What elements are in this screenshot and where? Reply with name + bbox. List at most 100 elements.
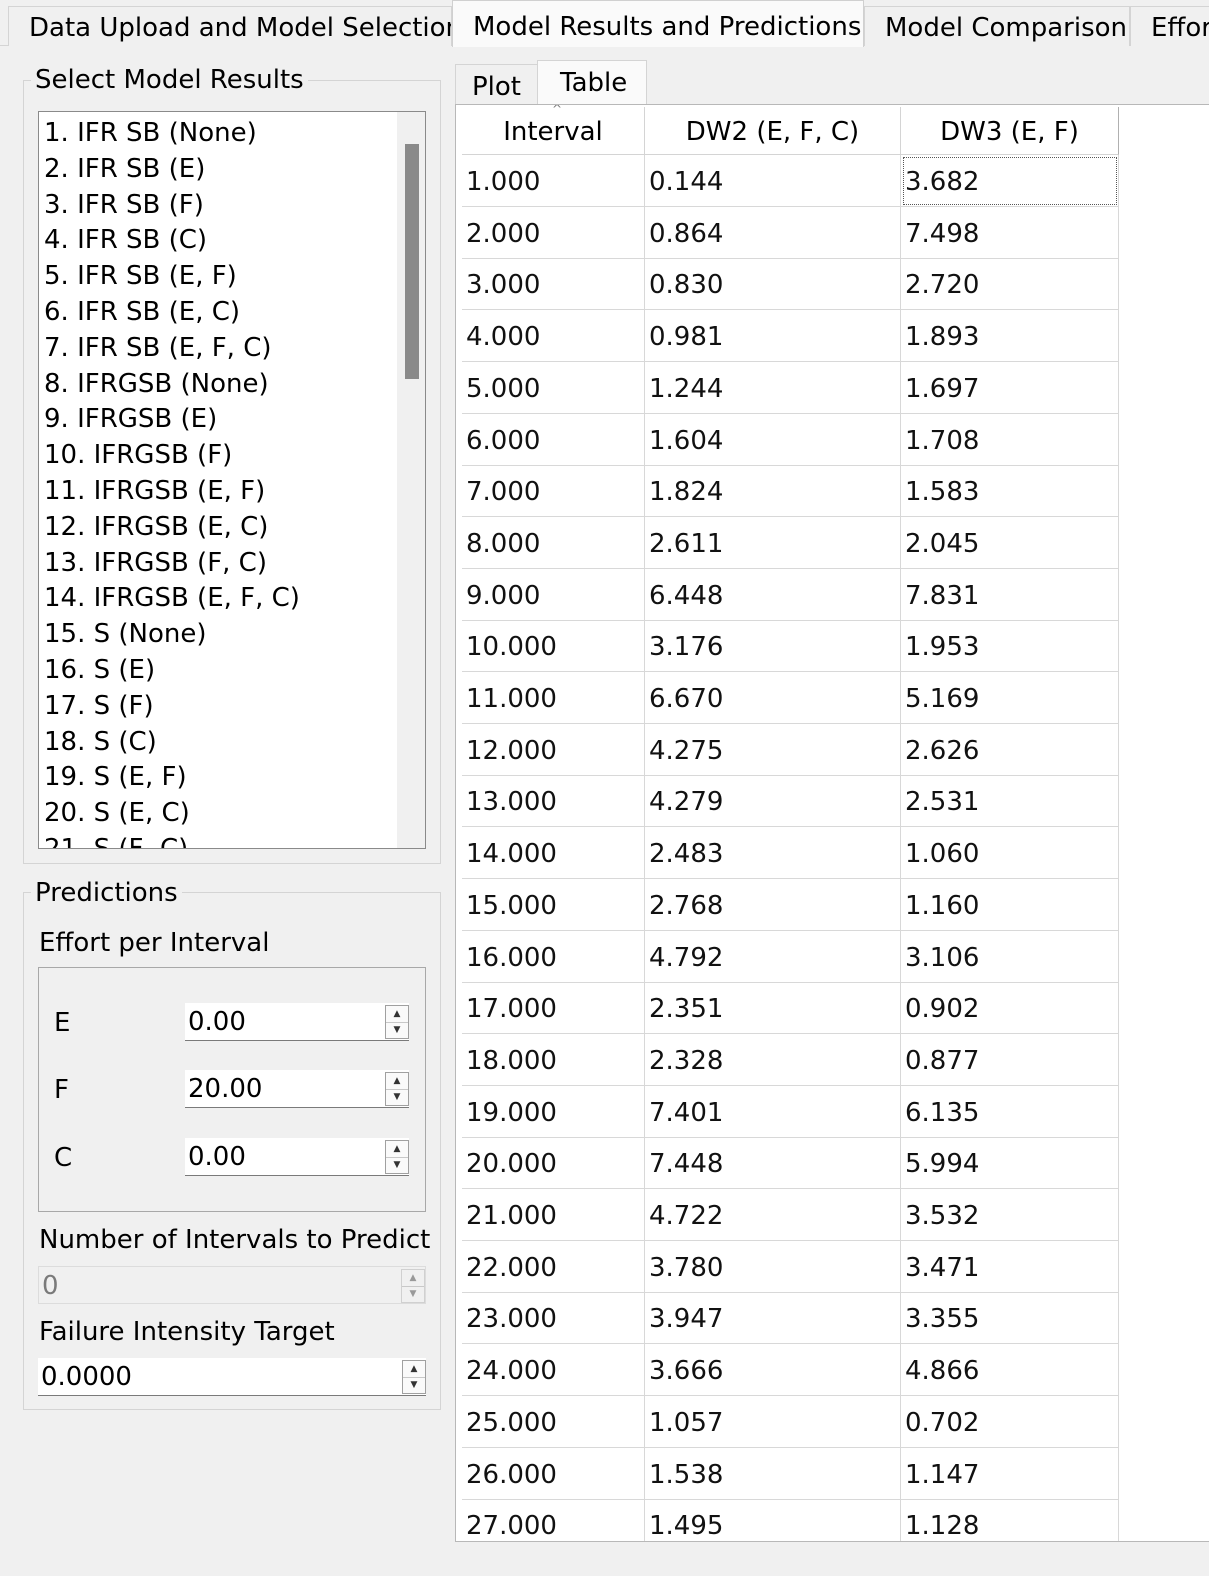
model-list-item[interactable]: 2. IFR SB (E) — [44, 153, 206, 184]
model-list-item[interactable]: 1. IFR SB (None) — [44, 118, 257, 148]
table-row[interactable]: 14.000 2.483 1.060 — [462, 827, 1119, 880]
table-cell[interactable]: 1.708 — [901, 413, 1119, 466]
model-list-item[interactable]: 6. IFR SB (E, C) — [44, 297, 241, 327]
table-cell[interactable]: 8.000 — [462, 516, 645, 569]
intensity-target-spinbox[interactable]: 0.0000 ▲ ▼ — [38, 1358, 426, 1396]
effort-e-spinbox[interactable]: 0.00 ▲ ▼ — [185, 1003, 409, 1041]
table-cell[interactable]: 26.000 — [462, 1447, 645, 1500]
table-cell[interactable]: 5.000 — [462, 361, 645, 414]
table-cell[interactable]: 3.355 — [901, 1292, 1119, 1345]
table-cell[interactable]: 23.000 — [462, 1292, 645, 1345]
table-cell[interactable]: 2.626 — [901, 723, 1119, 776]
table-cell[interactable]: 3.532 — [901, 1189, 1119, 1241]
model-list-item[interactable]: 4. IFR SB (C) — [44, 225, 208, 256]
tab-model-results[interactable]: Model Results and Predictions — [452, 0, 864, 47]
model-list-item[interactable]: 21. S (F, C) — [44, 834, 189, 849]
table-cell[interactable]: 0.981 — [645, 310, 901, 363]
table-cell[interactable]: 1.128 — [901, 1499, 1119, 1541]
table-cell[interactable]: 1.893 — [901, 310, 1119, 363]
table-cell[interactable]: 18.000 — [462, 1033, 645, 1086]
table-cell[interactable]: 4.279 — [645, 775, 901, 828]
effort-e-stepper[interactable]: ▲ ▼ — [385, 1005, 409, 1039]
model-list-item[interactable]: 7. IFR SB (E, F, C) — [44, 332, 272, 363]
num-intervals-spinbox[interactable]: 0 ▲ ▼ — [38, 1266, 426, 1304]
column-header-dw3[interactable]: DW3 (E, F) — [901, 107, 1119, 155]
column-header-interval[interactable]: ^ Interval — [462, 105, 645, 155]
table-row[interactable]: 26.000 1.538 1.147 — [462, 1447, 1119, 1500]
table-cell[interactable]: 3.106 — [901, 930, 1119, 983]
spin-up-icon[interactable]: ▲ — [402, 1270, 424, 1287]
table-cell[interactable]: 2.531 — [901, 775, 1119, 828]
num-intervals-stepper[interactable]: ▲ ▼ — [401, 1269, 425, 1303]
spin-up-icon[interactable]: ▲ — [403, 1361, 425, 1378]
table-row[interactable]: 3.000 0.830 2.720 — [462, 258, 1119, 311]
table-cell[interactable]: 1.495 — [645, 1499, 901, 1541]
table-row[interactable]: 4.000 0.981 1.893 — [462, 310, 1119, 363]
table-cell[interactable]: 1.538 — [645, 1447, 901, 1500]
table-cell[interactable]: 27.000 — [462, 1499, 645, 1541]
table-cell[interactable]: 4.866 — [901, 1344, 1119, 1397]
table-cell[interactable]: 7.448 — [645, 1137, 901, 1190]
model-list-item[interactable]: 9. IFRGSB (E) — [44, 404, 218, 435]
model-list-item[interactable]: 8. IFRGSB (None) — [44, 368, 269, 399]
table-cell[interactable]: 10.000 — [462, 620, 645, 673]
table-cell[interactable]: 21.000 — [462, 1189, 645, 1241]
table-cell[interactable]: 4.275 — [645, 723, 901, 776]
table-cell[interactable]: 13.000 — [462, 775, 645, 828]
column-header-dw2[interactable]: DW2 (E, F, C) — [645, 107, 901, 155]
table-cell[interactable]: 1.824 — [645, 465, 901, 518]
table-cell[interactable]: 1.953 — [901, 620, 1119, 673]
table-cell[interactable]: 2.768 — [645, 878, 901, 931]
model-list-item[interactable]: 20. S (E, C) — [44, 798, 190, 829]
table-cell[interactable]: 19.000 — [462, 1085, 645, 1138]
effort-c-stepper[interactable]: ▲ ▼ — [385, 1140, 409, 1174]
table-cell[interactable]: 1.583 — [901, 465, 1119, 518]
spin-up-icon[interactable]: ▲ — [386, 1073, 408, 1090]
subtab-table[interactable]: Table — [537, 60, 647, 106]
table-cell[interactable]: 3.947 — [645, 1292, 901, 1345]
spin-down-icon[interactable]: ▼ — [409, 1289, 417, 1299]
table-row[interactable]: 7.000 1.824 1.583 — [462, 465, 1119, 518]
table-cell[interactable]: 3.000 — [462, 258, 645, 311]
table-cell[interactable]: 0.830 — [645, 258, 901, 311]
table-cell[interactable]: 3.682 — [901, 155, 1119, 207]
spin-up-icon[interactable]: ▲ — [386, 1141, 408, 1158]
model-list-item[interactable]: 13. IFRGSB (F, C) — [44, 547, 267, 578]
table-cell[interactable]: 6.000 — [462, 413, 645, 466]
table-cell[interactable]: 2.045 — [901, 516, 1119, 569]
spin-up-icon[interactable]: ▲ — [386, 1006, 408, 1023]
table-cell[interactable]: 1.604 — [645, 413, 901, 466]
table-cell[interactable]: 1.147 — [901, 1447, 1119, 1500]
table-cell[interactable]: 5.994 — [901, 1137, 1119, 1190]
table-cell[interactable]: 17.000 — [462, 982, 645, 1035]
table-cell[interactable]: 6.670 — [645, 672, 901, 724]
intensity-target-stepper[interactable]: ▲ ▼ — [402, 1360, 426, 1394]
list-scrollbar-thumb[interactable] — [405, 144, 419, 379]
table-row[interactable]: 22.000 3.780 3.471 — [462, 1240, 1119, 1293]
table-row[interactable]: 10.000 3.176 1.953 — [462, 620, 1119, 673]
table-cell[interactable]: 3.780 — [645, 1240, 901, 1293]
table-row[interactable]: 20.000 7.448 5.994 — [462, 1137, 1119, 1190]
table-row[interactable]: 15.000 2.768 1.160 — [462, 878, 1119, 931]
table-cell[interactable]: 2.483 — [645, 827, 901, 880]
table-row[interactable]: 19.000 7.401 6.135 — [462, 1085, 1119, 1138]
model-list-item[interactable]: 18. S (C) — [44, 726, 157, 757]
table-cell[interactable]: 24.000 — [462, 1344, 645, 1397]
model-list-item[interactable]: 11. IFRGSB (E, F) — [44, 476, 266, 506]
table-cell[interactable]: 9.000 — [462, 568, 645, 621]
model-list-item[interactable]: 17. S (F) — [44, 690, 154, 721]
effort-f-stepper[interactable]: ▲ ▼ — [385, 1072, 409, 1106]
spin-down-icon[interactable]: ▼ — [410, 1380, 418, 1390]
table-row[interactable]: 17.000 2.351 0.902 — [462, 982, 1119, 1035]
tab-data-upload[interactable]: Data Upload and Model Selection — [8, 6, 452, 46]
table-cell[interactable]: 7.000 — [462, 465, 645, 518]
table-cell[interactable]: 1.244 — [645, 361, 901, 414]
table-row[interactable]: 2.000 0.864 7.498 — [462, 206, 1119, 259]
table-cell[interactable]: 22.000 — [462, 1240, 645, 1293]
table-row[interactable]: 12.000 4.275 2.626 — [462, 723, 1119, 776]
model-list-item[interactable]: 14. IFRGSB (E, F, C) — [44, 583, 300, 614]
table-cell[interactable]: 2.000 — [462, 206, 645, 259]
table-cell[interactable]: 6.448 — [645, 568, 901, 621]
spin-down-icon[interactable]: ▼ — [393, 1025, 401, 1035]
table-cell[interactable]: 1.160 — [901, 878, 1119, 931]
